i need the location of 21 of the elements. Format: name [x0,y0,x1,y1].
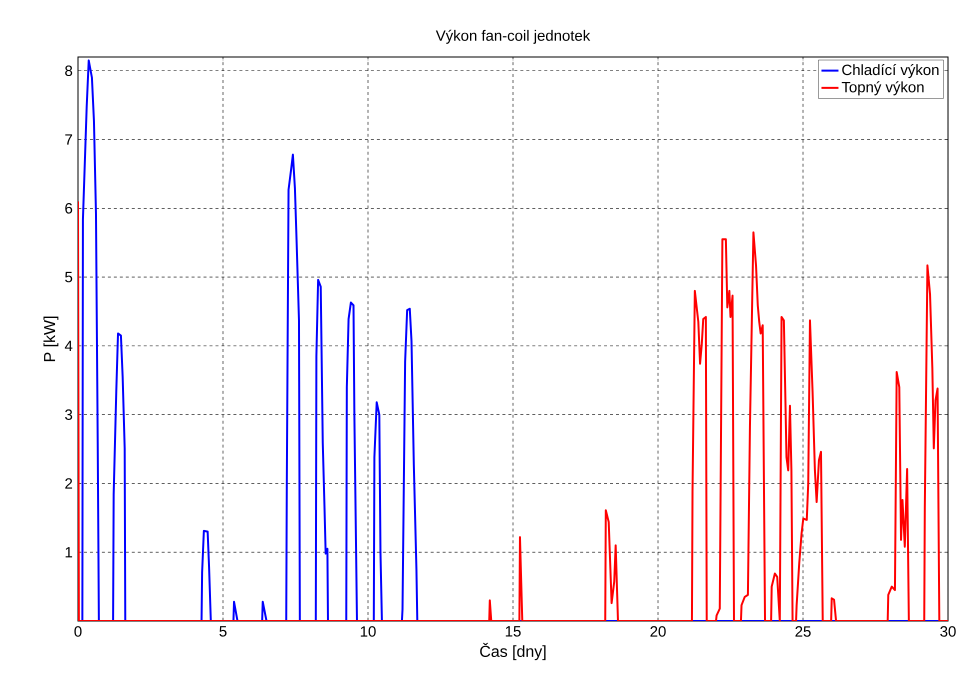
x-tick-label: 25 [795,626,811,637]
legend-label: Topný výkon [842,81,924,96]
y-tick-label: 5 [65,272,72,282]
x-tick-label: 0 [74,626,82,637]
chart-title: Výkon fan-coil jednotek [436,30,590,44]
x-axis-title: Čas [dny] [480,642,546,660]
y-tick-label: 7 [65,134,72,145]
y-tick-label: 2 [65,478,72,489]
y-axis-title: P [kW] [43,316,58,362]
y-tick-label: 6 [65,203,72,214]
y-tick-label: 1 [66,547,72,558]
x-tick-label: 15 [506,626,521,637]
line-series [78,200,948,621]
x-tick-label: 30 [940,626,956,637]
y-tick-label: 4 [64,340,72,352]
legend-label: Chladící výkon [842,64,938,78]
y-tick-label: 8 [65,65,72,76]
y-tick-label: 3 [65,409,72,420]
x-tick-label: 5 [219,626,227,637]
x-tick-label: 10 [360,626,376,637]
x-tick-label: 20 [650,626,666,637]
